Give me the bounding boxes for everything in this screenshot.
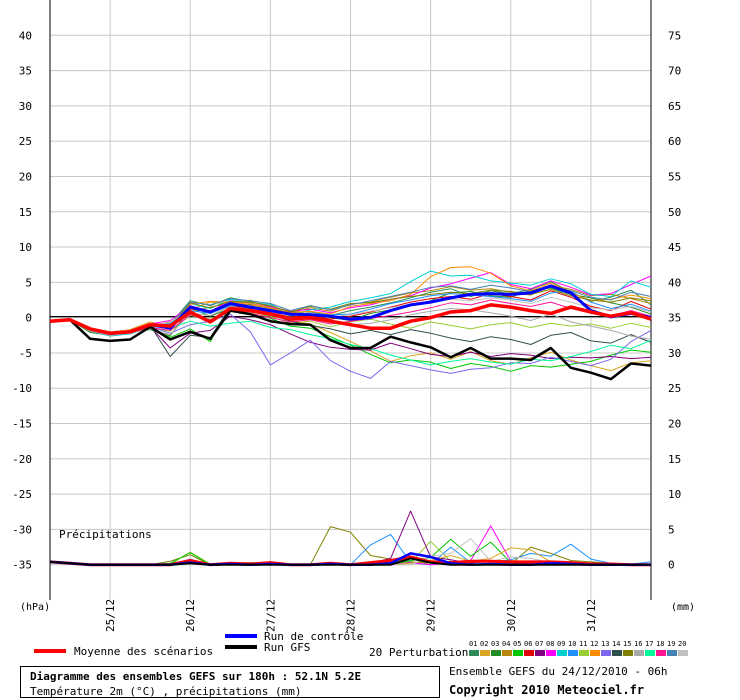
temp-tick-label: 40 <box>19 29 32 42</box>
precip-tick-label: 50 <box>668 206 681 219</box>
legend-mean-label: Moyenne des scénarios <box>74 645 213 658</box>
mean-line <box>49 303 652 335</box>
precip-tick-label: 75 <box>668 29 681 42</box>
swatch-number: 11 <box>579 640 587 648</box>
temp-tick-label: 15 <box>19 206 32 219</box>
swatch-color <box>634 650 644 656</box>
swatch-number: 18 <box>656 640 664 648</box>
precip-tick-label: 25 <box>668 382 681 395</box>
legend-gfs-label: Run GFS <box>264 641 310 654</box>
swatch-number: 07 <box>535 640 543 648</box>
run-info: Ensemble GEFS du 24/12/2010 - 06h <box>449 665 668 678</box>
swatch-number: 02 <box>480 640 488 648</box>
precip-tick-label: 10 <box>668 488 681 501</box>
precip-tick-label: 55 <box>668 170 681 183</box>
swatch-number: 16 <box>634 640 642 648</box>
right-axis-label: (mm) <box>671 602 695 613</box>
temp-tick-label: -35 <box>12 559 32 572</box>
date-tick-label: 29/12 <box>425 599 438 632</box>
swatch-color <box>678 650 688 656</box>
swatch-color <box>612 650 622 656</box>
precip-tick-label: 5 <box>668 523 675 536</box>
precip-tick-label: 20 <box>668 418 681 431</box>
left-axis-label: (hPa) <box>20 602 50 613</box>
temp-tick-label: -25 <box>12 488 32 501</box>
temp-tick-label: -5 <box>19 347 32 360</box>
date-tick-label: 25/12 <box>104 599 117 632</box>
temp-tick-label: -10 <box>12 382 32 395</box>
precip-tick-label: 65 <box>668 100 681 113</box>
swatch-color <box>645 650 655 656</box>
temp-tick-label: 5 <box>25 276 32 289</box>
date-tick-label: 28/12 <box>345 599 358 632</box>
swatch-color <box>568 650 578 656</box>
precip-tick-label: 40 <box>668 276 681 289</box>
precip-main-line <box>49 557 651 566</box>
diagram-subtitle: Température 2m (°C) , précipitations (mm… <box>30 685 302 698</box>
perturbation-line-2 <box>49 299 652 372</box>
precip-tick-label: 0 <box>668 559 675 572</box>
swatch-color <box>535 650 545 656</box>
swatch-color <box>480 650 490 656</box>
swatch-number: 06 <box>524 640 532 648</box>
swatch-color <box>590 650 600 656</box>
ensemble-chart: 4035302520151050-5-10-15-20-25-30-357570… <box>12 0 695 659</box>
temp-tick-label: 30 <box>19 100 32 113</box>
precip-tick-label: 30 <box>668 347 681 360</box>
temp-tick-label: 10 <box>19 241 32 254</box>
swatch-number: 01 <box>469 640 477 648</box>
swatch-color <box>667 650 677 656</box>
temp-tick-label: -20 <box>12 453 32 466</box>
date-tick-label: 30/12 <box>505 599 518 632</box>
temp-tick-label: 0 <box>25 312 32 325</box>
swatch-number: 03 <box>491 640 499 648</box>
diagram-title: Diagramme des ensembles GEFS sur 180h : … <box>30 670 362 683</box>
swatch-number: 09 <box>557 640 565 648</box>
swatch-number: 13 <box>601 640 609 648</box>
precip-tick-label: 15 <box>668 453 681 466</box>
swatch-color <box>502 650 512 656</box>
temp-tick-label: -15 <box>12 418 32 431</box>
date-tick-label: 31/12 <box>585 599 598 632</box>
swatch-color <box>524 650 534 656</box>
legend-control-label: Run de contrôle <box>264 630 363 643</box>
copyright: Copyright 2010 Meteociel.fr <box>449 683 645 697</box>
swatch-color <box>557 650 567 656</box>
date-tick-label: 26/12 <box>184 599 197 632</box>
swatch-number: 20 <box>678 640 686 648</box>
swatch-number: 12 <box>590 640 598 648</box>
swatch-color <box>513 650 523 656</box>
precip-tick-label: 35 <box>668 312 681 325</box>
gfs-run-line <box>49 309 652 381</box>
swatch-color <box>469 650 479 656</box>
temp-tick-label: 20 <box>19 170 32 183</box>
precip-tick-label: 60 <box>668 135 681 148</box>
swatch-color <box>623 650 633 656</box>
precip-tick-label: 70 <box>668 65 681 78</box>
temp-tick-label: 25 <box>19 135 32 148</box>
temp-tick-label: 35 <box>19 65 32 78</box>
swatch-color <box>656 650 666 656</box>
swatch-color <box>579 650 589 656</box>
legend-perturbations-label: 20 Perturbations <box>369 646 475 659</box>
info-box: Diagramme des ensembles GEFS sur 180h : … <box>20 666 440 698</box>
swatch-number: 14 <box>612 640 620 648</box>
precip-section-label: Précipitations <box>59 528 152 541</box>
swatch-number: 17 <box>645 640 653 648</box>
swatch-number: 05 <box>513 640 521 648</box>
swatch-number: 04 <box>502 640 510 648</box>
swatch-number: 08 <box>546 640 554 648</box>
date-tick-label: 27/12 <box>264 599 277 632</box>
swatch-number: 10 <box>568 640 576 648</box>
precip-tick-label: 45 <box>668 241 681 254</box>
swatch-color <box>601 650 611 656</box>
swatch-color <box>546 650 556 656</box>
swatch-color <box>491 650 501 656</box>
swatch-number: 19 <box>667 640 675 648</box>
swatch-number: 15 <box>623 640 631 648</box>
temp-tick-label: -30 <box>12 523 32 536</box>
